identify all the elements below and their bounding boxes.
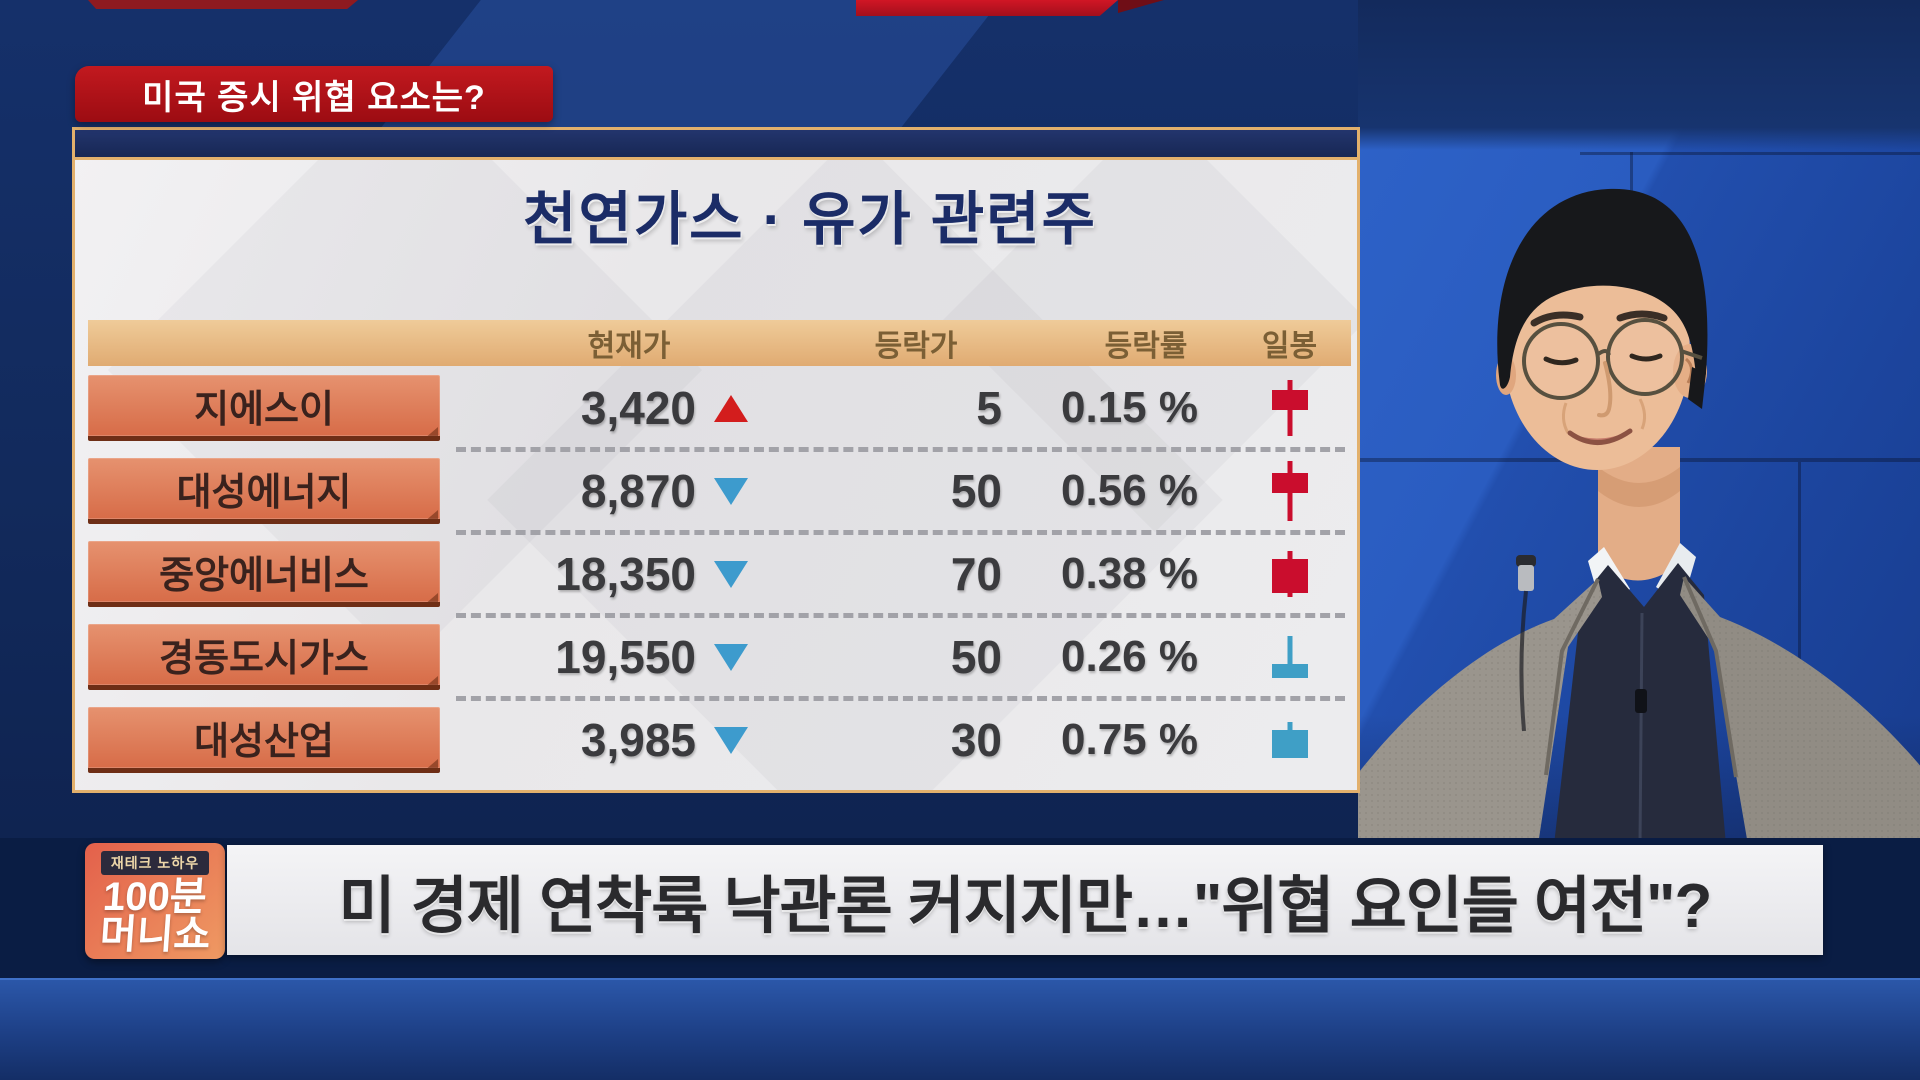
- table-header-row: 현재가 등락가 등락률 일봉: [88, 320, 1351, 366]
- board-title: 천연가스 · 유가 관련주: [523, 187, 1097, 252]
- col-header-price: 현재가: [587, 330, 671, 363]
- stock-price: 19,550: [555, 631, 696, 683]
- wall-seam: [1798, 462, 1801, 845]
- row-separator: [88, 690, 1351, 707]
- stock-rate: 0.15 %: [1061, 383, 1198, 432]
- col-header-candle: 일봉: [1261, 330, 1318, 363]
- direction-arrow-icon: [708, 707, 758, 773]
- col-header-rate: 등락률: [1104, 330, 1188, 363]
- stock-price: 8,870: [580, 465, 696, 517]
- red-accent-shape: [1118, 0, 1164, 13]
- stock-rate: 0.75 %: [1061, 715, 1198, 764]
- stock-rate: 0.26 %: [1061, 632, 1198, 681]
- wall-seam: [1580, 152, 1920, 155]
- daily-candle-icon: [1228, 375, 1351, 441]
- stock-price: 3,985: [580, 714, 696, 766]
- direction-arrow-icon: [708, 624, 758, 690]
- board-top-bar: [75, 130, 1357, 160]
- row-separator: [88, 524, 1351, 541]
- stock-price: 18,350: [555, 548, 696, 600]
- stock-change: 30: [950, 714, 1002, 766]
- guest-illustration: [1358, 188, 1920, 845]
- stock-change: 5: [976, 382, 1002, 434]
- direction-arrow-icon: [708, 541, 758, 607]
- stock-change: 50: [950, 465, 1002, 517]
- table-row: 경동도시가스 19,550 50 0.26 %: [88, 624, 1351, 690]
- topic-badge: 미국 증시 위협 요소는?: [75, 66, 553, 122]
- daily-candle-icon: [1228, 458, 1351, 524]
- table-row: 대성에너지 8,870 50 0.56 %: [88, 458, 1351, 524]
- table-row: 지에스이 3,420 5 0.15 %: [88, 375, 1351, 441]
- stock-change: 50: [950, 631, 1002, 683]
- daily-candle-icon: [1228, 541, 1351, 607]
- stock-change: 70: [950, 548, 1002, 600]
- stock-name: 경동도시가스: [88, 624, 440, 690]
- daily-candle-icon: [1228, 624, 1351, 690]
- stock-name: 중앙에너비스: [88, 541, 440, 607]
- stock-rate: 0.56 %: [1061, 466, 1198, 515]
- stock-rate: 0.38 %: [1061, 549, 1198, 598]
- show-logo-line1: 100분: [101, 874, 209, 919]
- stock-name: 지에스이: [88, 375, 440, 441]
- footer-band: [0, 978, 1920, 1080]
- direction-arrow-icon: [708, 458, 758, 524]
- stock-price: 3,420: [580, 382, 696, 434]
- table-row: 대성산업 3,985 30 0.75 %: [88, 707, 1351, 773]
- stock-name: 대성산업: [88, 707, 440, 773]
- col-header-change: 등락가: [874, 330, 958, 363]
- show-logo: 재테크 노하우 100분 머니쇼: [85, 843, 225, 959]
- red-accent-shape: [856, 0, 1118, 16]
- daily-candle-icon: [1228, 707, 1351, 773]
- show-logo-line2: 머니쇼: [98, 912, 212, 957]
- headline-text: 미 경제 연착륙 낙관론 커지지만…"위협 요인들 여전"?: [338, 872, 1713, 941]
- stock-name: 대성에너지: [88, 458, 440, 524]
- headline-bar: 미 경제 연착륙 낙관론 커지지만…"위협 요인들 여전"?: [227, 845, 1823, 955]
- stock-table: 현재가 등락가 등락률 일봉 지에스이 3,420 5 0.15 % 대성에너지…: [88, 320, 1351, 773]
- guest-person: [1358, 127, 1920, 845]
- topic-badge-text: 미국 증시 위협 요소는?: [142, 78, 486, 117]
- clip-mic: [1516, 555, 1536, 732]
- stock-board: 천연가스 · 유가 관련주 현재가 등락가 등락률 일봉 지에스이 3,420 …: [72, 127, 1360, 793]
- row-separator: [88, 607, 1351, 624]
- red-accent-shape: [88, 0, 358, 9]
- show-logo-tagline: 재테크 노하우: [100, 850, 210, 875]
- direction-arrow-icon: [708, 375, 758, 441]
- table-row: 중앙에너비스 18,350 70 0.38 %: [88, 541, 1351, 607]
- row-separator: [88, 441, 1351, 458]
- table-rows: 지에스이 3,420 5 0.15 % 대성에너지 8,870 50 0.56 …: [88, 375, 1351, 773]
